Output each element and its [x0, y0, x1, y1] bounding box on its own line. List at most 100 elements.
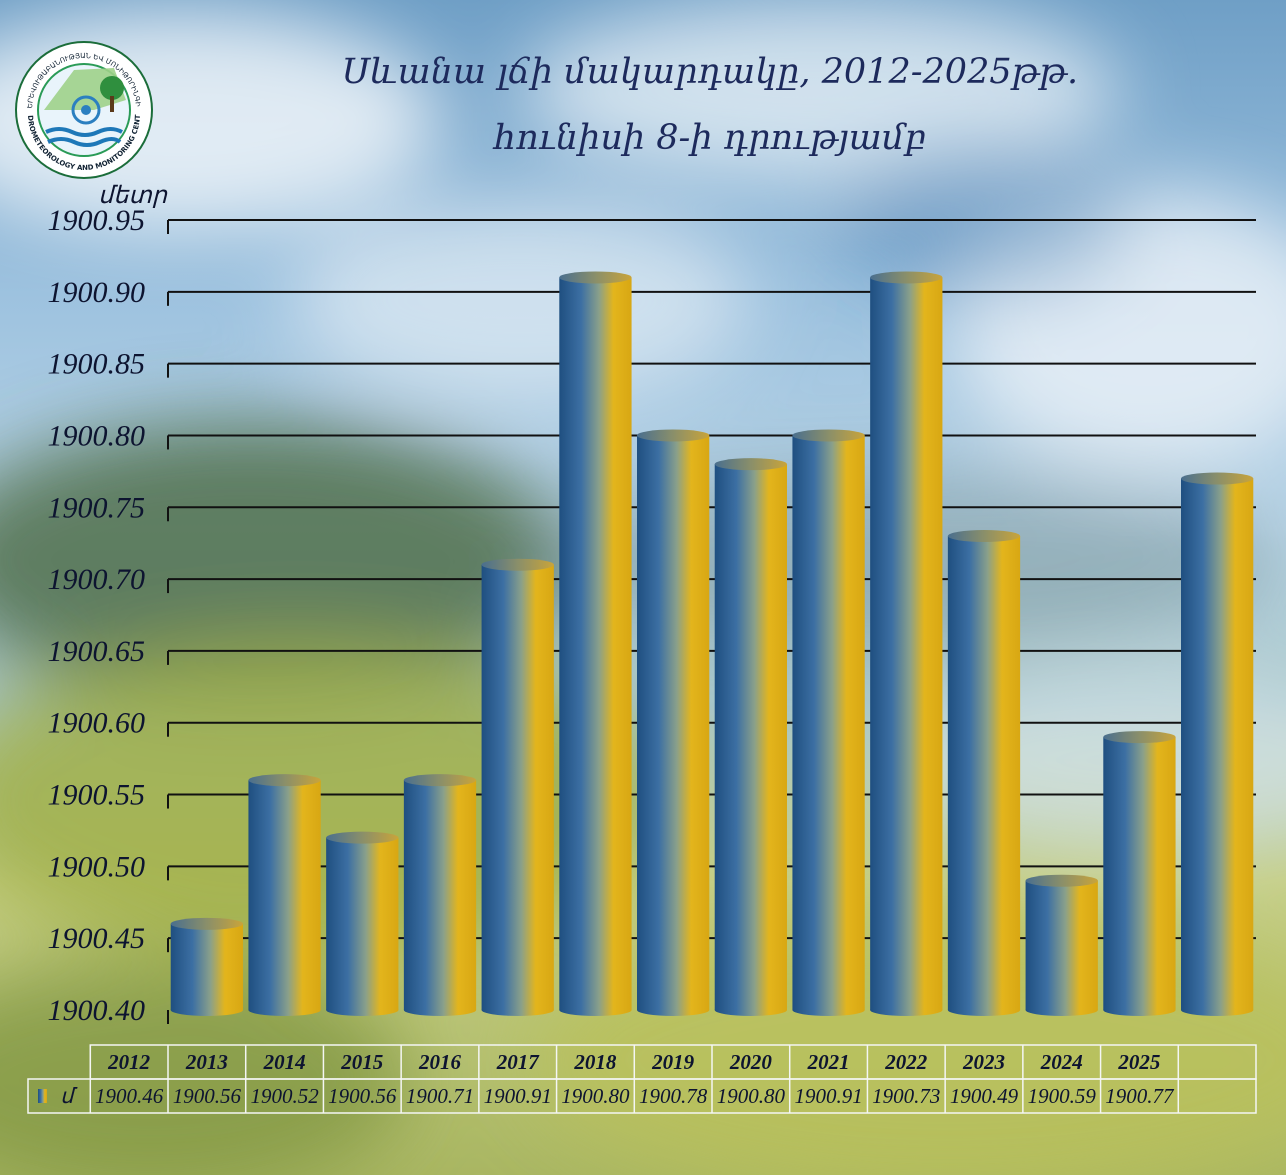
y-tick-label: 1900.60 [48, 707, 146, 740]
bar-2014 [326, 831, 399, 1016]
data-value-label: 1900.80 [717, 1084, 786, 1108]
bar-2021 [870, 271, 943, 1016]
bar-body [248, 780, 321, 1010]
bar-cap [403, 774, 477, 787]
bar-body [481, 564, 554, 1010]
bar-2018 [637, 429, 710, 1016]
bar-cap [637, 429, 710, 442]
bar-body [1025, 880, 1098, 1010]
bar-cap [559, 271, 632, 284]
x-category-label: 2012 [107, 1050, 151, 1074]
bar-cap [947, 530, 1021, 542]
bar-cap [326, 831, 399, 844]
data-value-label: 1900.77 [1105, 1084, 1175, 1108]
bar-2025 [1181, 472, 1254, 1016]
chart-subtitle: հունիսի 8-ի դրությամբ [493, 118, 927, 158]
y-tick-label: 1900.45 [48, 922, 146, 955]
bar-2015 [403, 774, 477, 1016]
bar-body [792, 435, 865, 1010]
bar-body [559, 277, 632, 1010]
data-value-label: 1900.56 [173, 1084, 242, 1108]
bar-base [481, 1004, 554, 1016]
bar-cap [1025, 874, 1098, 887]
bar-base [714, 1004, 787, 1016]
legend-label: մ [60, 1084, 78, 1108]
y-axis-unit-label: մետր [98, 183, 168, 209]
x-category-label: 2015 [340, 1050, 383, 1074]
data-value-label: 1900.46 [95, 1084, 164, 1108]
bar-base [870, 1004, 943, 1016]
bar-2022 [947, 530, 1021, 1016]
y-tick-label: 1900.80 [48, 419, 146, 452]
x-category-label: 2013 [185, 1050, 228, 1074]
bar-2023 [1025, 874, 1098, 1016]
x-category-label: 2019 [651, 1050, 695, 1074]
bar-base [637, 1004, 710, 1016]
bar-cap [1103, 731, 1176, 744]
bar-base [248, 1004, 321, 1016]
data-value-label: 1900.73 [872, 1084, 940, 1108]
x-category-label: 2016 [418, 1050, 462, 1074]
y-tick-label: 1900.90 [48, 276, 146, 309]
bar-body [1103, 737, 1176, 1010]
bar-2017 [559, 271, 632, 1016]
data-value-label: 1900.71 [406, 1084, 474, 1108]
y-tick-label: 1900.65 [48, 635, 146, 668]
bar-cap [792, 429, 865, 442]
data-value-label: 1900.80 [561, 1084, 630, 1108]
bar-body [637, 435, 710, 1010]
bar-2020 [792, 429, 865, 1016]
bar-body [326, 837, 399, 1010]
bar-2012 [170, 917, 243, 1016]
y-tick-label: 1900.85 [48, 348, 146, 381]
y-tick-label: 1900.40 [48, 994, 146, 1027]
bar-base [1025, 1004, 1098, 1016]
bar-base [1103, 1004, 1176, 1016]
bar-2016 [481, 558, 554, 1016]
bar-cap [170, 917, 243, 930]
bar-body [403, 780, 477, 1010]
bar-cap [481, 558, 554, 571]
x-category-label: 2023 [962, 1050, 1005, 1074]
bar-base [170, 1004, 243, 1016]
x-category-label: 2022 [884, 1050, 928, 1074]
legend-swatch [38, 1089, 47, 1103]
bar-cap [248, 774, 321, 787]
bar-base [403, 1004, 477, 1016]
x-category-label: 2018 [573, 1050, 617, 1074]
bar-2024 [1103, 731, 1176, 1016]
x-category-label: 2014 [263, 1050, 306, 1074]
chart-title: Սևանա լճի մակարդակը, 2012-2025թթ. [341, 52, 1079, 92]
bar-body [170, 923, 243, 1010]
data-value-label: 1900.78 [639, 1084, 708, 1108]
bar-cap [870, 271, 943, 284]
x-category-label: 2021 [807, 1050, 850, 1074]
bar-base [792, 1004, 865, 1016]
bar-cap [1181, 472, 1254, 485]
y-tick-label: 1900.55 [48, 779, 146, 812]
bar-2019 [714, 458, 787, 1016]
bar-base [559, 1004, 632, 1016]
bar-2013 [248, 774, 321, 1016]
bar-body [870, 277, 943, 1010]
bar-body [947, 536, 1021, 1010]
data-value-label: 1900.49 [950, 1084, 1019, 1108]
x-category-label: 2017 [496, 1050, 541, 1074]
data-value-label: 1900.91 [794, 1084, 862, 1108]
y-tick-label: 1900.50 [48, 850, 146, 883]
hydrometeorology-center-logo: «ՀԻԴՐՈՕԴԵՐԵՎՈՒԹԱԲԱՆՈՒԹՅԱՆ ԵՎ ՄՈՆԻԹՈՐԻՆԳԻ… [14, 40, 153, 179]
y-tick-label: 1900.95 [48, 204, 146, 237]
data-value-label: 1900.59 [1028, 1084, 1097, 1108]
x-category-label: 2024 [1040, 1050, 1083, 1074]
bar-base [326, 1004, 399, 1016]
data-value-label: 1900.91 [484, 1084, 552, 1108]
bar-base [947, 1004, 1021, 1016]
bar-body [1181, 478, 1254, 1011]
data-value-label: 1900.56 [328, 1084, 397, 1108]
x-category-label: 2025 [1117, 1050, 1160, 1074]
x-category-label: 2020 [729, 1050, 773, 1074]
bar-cap [714, 458, 787, 471]
data-value-label: 1900.52 [250, 1084, 319, 1108]
bar-base [1181, 1004, 1254, 1016]
